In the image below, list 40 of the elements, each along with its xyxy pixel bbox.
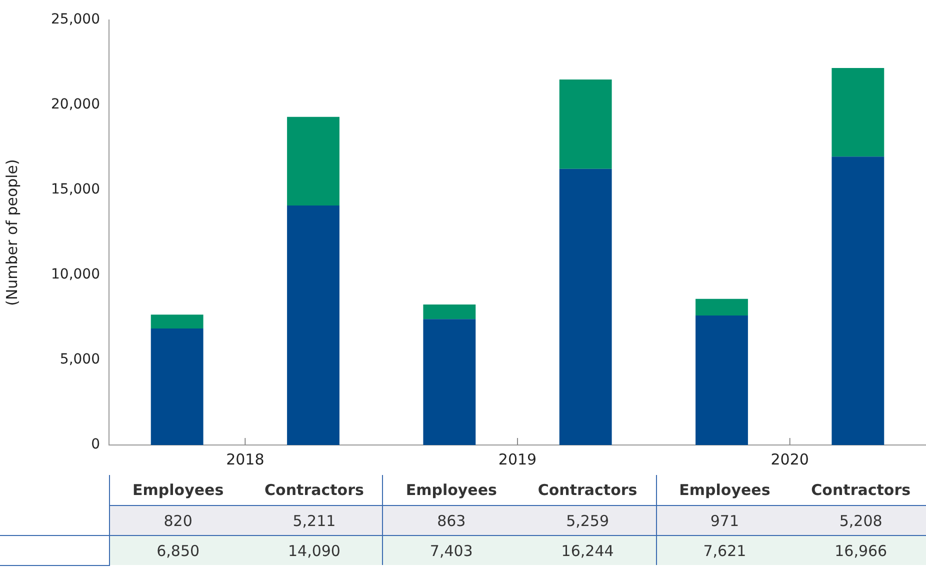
y-tick-label: 0 [91,436,100,453]
y-tick-label: 5,000 [60,352,100,368]
bar [423,304,476,320]
bar [287,205,340,445]
bar [287,116,340,206]
text: 2018 [226,450,264,468]
bar [696,298,748,316]
bar [696,315,748,445]
data-label: 820 [110,506,246,536]
data-label: 863 [382,506,520,536]
x-tick-label: Employees [110,475,246,506]
bar [423,319,476,445]
x-tick-label: Contractors [246,475,383,506]
bar [559,79,612,169]
text: 2019 [498,450,537,468]
data-label: 7,403 [382,536,520,565]
data-label: 16,244 [519,536,656,565]
x-tick-label: Employees [656,475,793,506]
bar [832,156,884,445]
y-tick-label: 15,000 [51,182,100,198]
data-label: 6,850 [110,536,246,565]
data-label: 5,208 [792,506,926,536]
x-tick-label: Employees [382,475,520,506]
x-tick-label: Contractors [519,475,656,506]
y-tick-label: 10,000 [51,266,100,283]
y-tick-label: 25,000 [51,12,100,28]
data-label: 5,259 [519,506,656,536]
data-label: 7,621 [656,536,793,565]
data-label: 16,966 [792,536,926,565]
data-label: 5,211 [246,506,383,536]
data-label: 14,090 [246,536,383,565]
y-axis-title: (Number of people) [2,159,21,306]
data-label: 971 [656,506,793,536]
bar [559,168,612,445]
bar [150,314,204,329]
x-tick-label: Contractors [792,475,926,506]
y-tick-label: 20,000 [51,96,100,113]
bar [832,68,884,157]
bar [150,328,204,445]
text: 2020 [770,450,809,468]
